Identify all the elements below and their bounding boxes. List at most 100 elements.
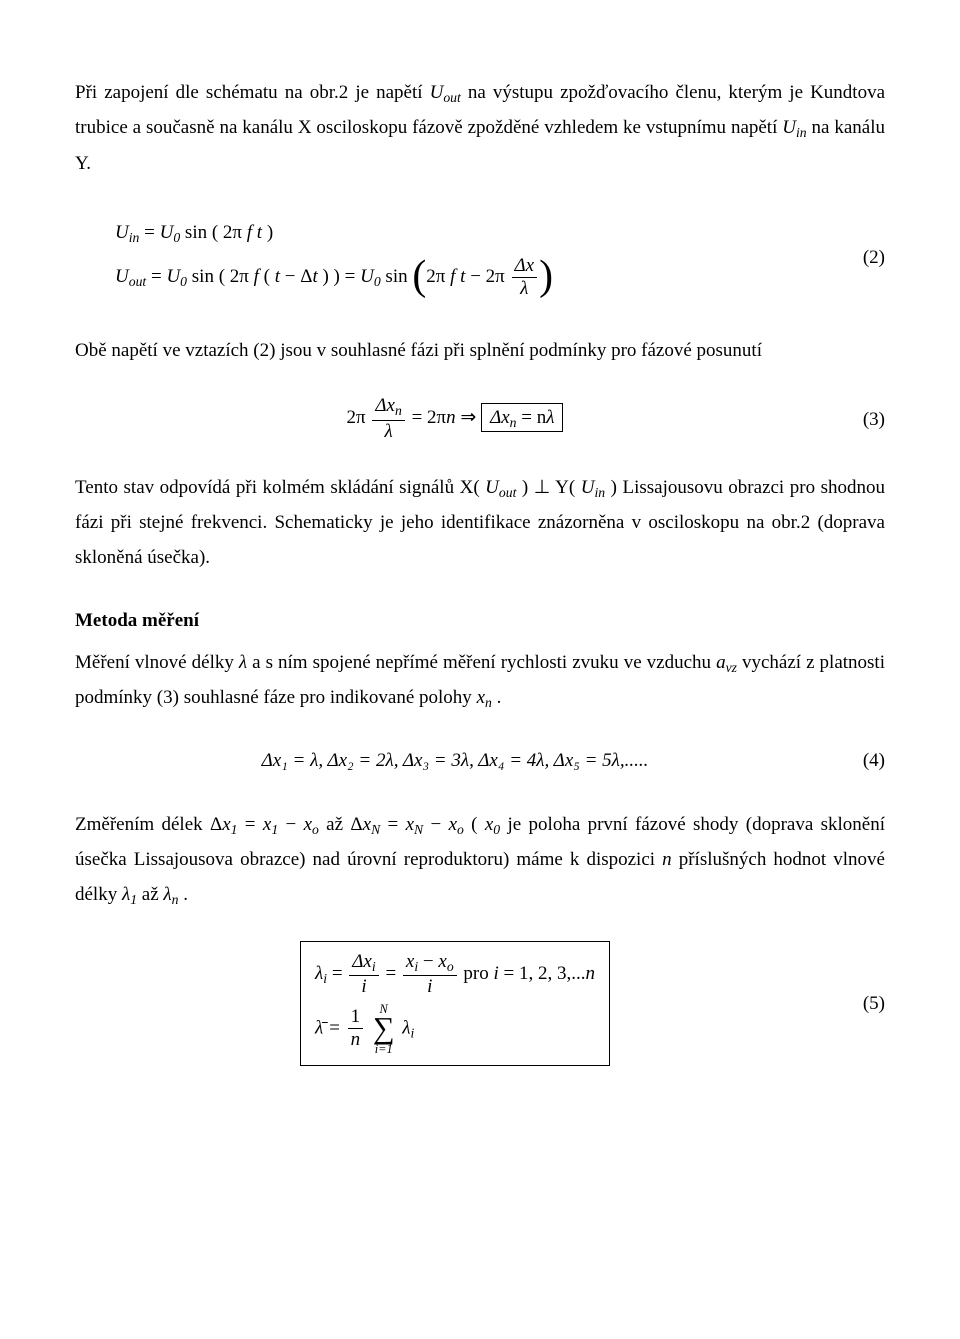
- text: pro: [459, 963, 494, 984]
- var-uout: U: [430, 82, 444, 103]
- equation-4: Δx₁ = λ, Δx₂ = 2λ, Δx₃ = 3λ, Δx₄ = 4λ, Δ…: [75, 743, 885, 778]
- text: Změřením délek Δ: [75, 814, 222, 835]
- text: −: [423, 814, 448, 835]
- sym: sin ( 2π: [180, 222, 242, 243]
- equation-4-body: Δx₁ = λ, Δx₂ = 2λ, Δx₃ = 3λ, Δx₄ = 4λ, Δ…: [75, 743, 835, 778]
- num: Δx: [515, 255, 535, 276]
- right-paren: ): [539, 253, 553, 299]
- text: .: [179, 884, 189, 905]
- sym: λ: [398, 1017, 411, 1038]
- num: Δx: [352, 951, 372, 972]
- sym: f: [249, 266, 259, 287]
- sym: λ̄ =: [315, 1017, 346, 1038]
- heading-metoda-mereni: Metoda měření: [75, 603, 885, 638]
- num: 1: [348, 1007, 364, 1029]
- text: = 1, 2, 3,...: [499, 963, 586, 984]
- var: a: [716, 652, 726, 673]
- text: Při zapojení dle schématu na obr.2 je na…: [75, 82, 430, 103]
- summation-icon: N∑i=1: [373, 1003, 395, 1055]
- equation-4-number: (4): [835, 743, 885, 778]
- var: λ: [239, 652, 247, 673]
- den: λ: [520, 278, 528, 299]
- sym: sin: [381, 266, 413, 287]
- sym: U: [115, 266, 129, 287]
- equation-2: Uin = U0 sin ( 2π f t ) Uout = U0 sin ( …: [75, 209, 885, 305]
- sub: i: [410, 1025, 414, 1040]
- sym: − Δ: [280, 266, 312, 287]
- sym: =: [146, 266, 166, 287]
- text: =: [237, 814, 262, 835]
- sub: n: [172, 892, 179, 907]
- sub: 0: [180, 274, 187, 289]
- equation-5-number: (5): [835, 986, 885, 1021]
- sym: =: [139, 222, 159, 243]
- paragraph-2: Obě napětí ve vztazích (2) jsou v souhla…: [75, 333, 885, 368]
- text: −: [278, 814, 303, 835]
- fraction: xi − xoi: [403, 952, 457, 997]
- text: Měření vlnové délky: [75, 652, 239, 673]
- arrow-right-icon: ⇒: [456, 407, 481, 428]
- fraction: Δxii: [349, 952, 378, 997]
- equation-5: λi = Δxii = xi − xoi pro i = 1, 2, 3,...…: [75, 941, 885, 1066]
- sym: − 2π: [465, 266, 509, 287]
- sym: U: [115, 222, 129, 243]
- text: a s ním spojené nepřímé měření rychlosti…: [247, 652, 716, 673]
- sub: o: [312, 822, 319, 837]
- var: n: [662, 849, 672, 870]
- text: až: [137, 884, 163, 905]
- sym: −: [418, 951, 438, 972]
- sub: n: [485, 695, 492, 710]
- sym: n: [446, 407, 456, 428]
- boxed-result: Δxn = nλ: [481, 403, 563, 432]
- var: U: [581, 477, 595, 498]
- text: =: [380, 814, 405, 835]
- sub: vz: [726, 660, 737, 675]
- sum-lower: i=1: [373, 1043, 395, 1055]
- sym: ): [262, 222, 273, 243]
- sym: U: [166, 266, 180, 287]
- fraction: Δxλ: [512, 256, 538, 299]
- var: U: [485, 477, 499, 498]
- equation-5-body: λi = Δxii = xi − xoi pro i = 1, 2, 3,...…: [75, 941, 835, 1066]
- paragraph-5: Změřením délek Δx1 = x1 − xo až ΔxN = xN…: [75, 807, 885, 913]
- var: x: [222, 814, 230, 835]
- var-uin: U: [782, 117, 796, 138]
- sym: f t: [445, 266, 465, 287]
- paragraph-3: Tento stav odpovídá při kolmém skládání …: [75, 470, 885, 576]
- var: x: [406, 814, 414, 835]
- sub: n: [510, 416, 517, 431]
- sub: out: [499, 485, 516, 500]
- equation-2-body: Uin = U0 sin ( 2π f t ) Uout = U0 sin ( …: [75, 209, 835, 305]
- sym: =: [381, 963, 401, 984]
- den: i: [361, 976, 366, 997]
- den: i: [427, 976, 432, 997]
- var: x: [449, 814, 457, 835]
- sym: λ: [546, 407, 554, 428]
- sub: i: [372, 959, 376, 974]
- sub: out: [443, 90, 460, 105]
- left-paren: (: [412, 253, 426, 299]
- sub: out: [129, 274, 146, 289]
- text: ) ⊥ Y(: [516, 477, 580, 498]
- sym: U: [360, 266, 374, 287]
- sub: N: [371, 822, 380, 837]
- sym: U: [160, 222, 174, 243]
- var: λ: [163, 884, 171, 905]
- sub: o: [447, 959, 454, 974]
- sym: =: [327, 963, 347, 984]
- sym: Δx: [490, 407, 510, 428]
- text: Tento stav odpovídá při kolmém skládání …: [75, 477, 485, 498]
- num: x: [438, 951, 446, 972]
- text: .: [492, 687, 502, 708]
- equation-2-number: (2): [835, 240, 885, 275]
- sub: in: [594, 485, 605, 500]
- equation-3: 2π Δxnλ = 2πn ⇒ Δxn = nλ (3): [75, 396, 885, 441]
- sub: n: [395, 403, 402, 418]
- sym: 2π: [347, 407, 371, 428]
- sub: N: [414, 822, 423, 837]
- var: x: [363, 814, 371, 835]
- sym: sin ( 2π: [187, 266, 249, 287]
- sym: (: [259, 266, 275, 287]
- num: Δx: [375, 395, 395, 416]
- equation-3-number: (3): [835, 402, 885, 437]
